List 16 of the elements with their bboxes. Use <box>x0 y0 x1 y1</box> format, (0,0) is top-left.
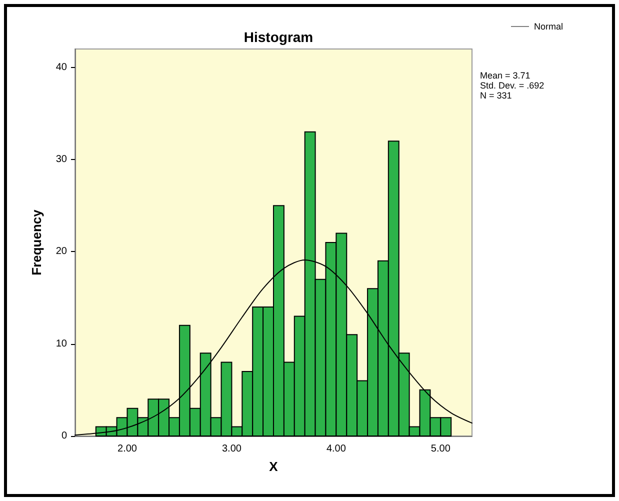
x-tick-label: 2.00 <box>118 444 138 454</box>
y-tick-label: 40 <box>56 62 68 73</box>
text: Std. Dev. = .692 <box>480 80 544 90</box>
y-tick-label: 20 <box>56 246 68 258</box>
text: Mean = 3.71 <box>480 70 530 80</box>
x-tick-label: 3.00 <box>222 444 242 454</box>
x-tick-label: 5.00 <box>430 444 451 454</box>
legend-label: Normal <box>534 22 564 32</box>
x-tick-label: 4.00 <box>326 444 346 454</box>
y-tick-label: 10 <box>56 338 68 350</box>
y-tick-label: 30 <box>56 154 68 166</box>
x-axis-title: X <box>269 459 278 474</box>
chart-title: Histogram <box>244 29 314 45</box>
y-tick-label: 0 <box>61 430 68 442</box>
text: N = 331 <box>480 90 512 100</box>
y-axis-title: Frequency <box>29 208 44 276</box>
